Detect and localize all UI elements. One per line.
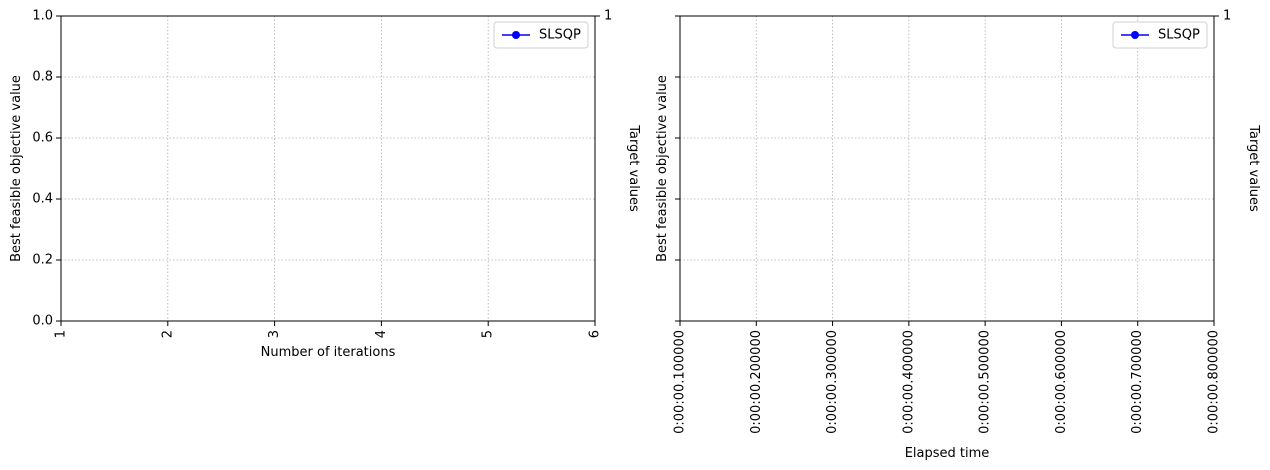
x-tick-label: 3: [267, 330, 282, 338]
plot-frame: [679, 15, 1215, 322]
x-tick-label: 0:00:00.600000: [1054, 330, 1069, 434]
y-tick-label: 0.8: [32, 70, 53, 85]
y-tick-label: 1.0: [32, 9, 53, 24]
y-axis-label: Best feasible objective value: [655, 75, 670, 262]
legend-box: [1112, 21, 1208, 49]
right-y-tick-label: 1: [604, 9, 612, 24]
x-axis-label: Elapsed time: [905, 446, 990, 461]
x-tick-label: 0:00:00.700000: [1130, 330, 1145, 434]
legend-label-slsqp: SLSQP: [539, 28, 581, 43]
grid-lines: [60, 16, 596, 321]
chart-iterations: 1 2 3 4 5 6 0.0 0.2 0.4 0.6 0.8 1.0 1 Number of iter…: [9, 9, 641, 361]
x-tick-label: 0:00:00.800000: [1207, 330, 1222, 434]
x-tick-label: 4: [374, 330, 389, 338]
right-y-tick-label: 1: [1223, 9, 1231, 24]
y-tick-label: 0.6: [32, 131, 53, 146]
tick-marks: [675, 15, 1219, 326]
x-axis-label: Number of iterations: [261, 345, 396, 360]
x-tick-label: 0:00:00.100000: [673, 330, 688, 434]
y-tick-label: 0.4: [32, 192, 53, 207]
x-tick-label: 2: [160, 330, 175, 338]
chart-elapsed-time: 0:00:00.100000 0:00:00.200000 0:00:00.3000…: [655, 9, 1261, 462]
right-y-axis-label: Target values: [626, 124, 641, 212]
x-tick-label: 0:00:00.400000: [901, 330, 916, 434]
x-tick-label: 0:00:00.300000: [825, 330, 840, 434]
legend-marker-icon: [512, 31, 520, 39]
legend: SLSQP: [1112, 21, 1208, 49]
legend: SLSQP: [493, 21, 589, 49]
x-tick-label: 0:00:00.500000: [978, 330, 993, 434]
legend-box: [493, 21, 589, 49]
right-y-axis-label: Target values: [1246, 124, 1261, 212]
plot-frame: [60, 15, 596, 322]
tick-marks: [56, 15, 600, 326]
x-tick-label: 6: [588, 330, 603, 338]
x-tick-label: 0:00:00.200000: [749, 330, 764, 434]
tick-labels: 1 2 3 4 5 6 0.0 0.2 0.4 0.6 0.8 1.0 1: [32, 9, 612, 339]
legend-marker-icon: [1131, 31, 1139, 39]
y-tick-label: 0.2: [32, 253, 53, 268]
x-tick-label: 5: [481, 330, 496, 338]
legend-label-slsqp: SLSQP: [1158, 28, 1200, 43]
grid-lines: [679, 16, 1215, 321]
tick-labels: 0:00:00.100000 0:00:00.200000 0:00:00.3000…: [673, 9, 1232, 434]
x-tick-label: 1: [54, 330, 69, 338]
y-tick-label: 0.0: [32, 314, 53, 329]
y-axis-label: Best feasible objective value: [9, 75, 24, 262]
